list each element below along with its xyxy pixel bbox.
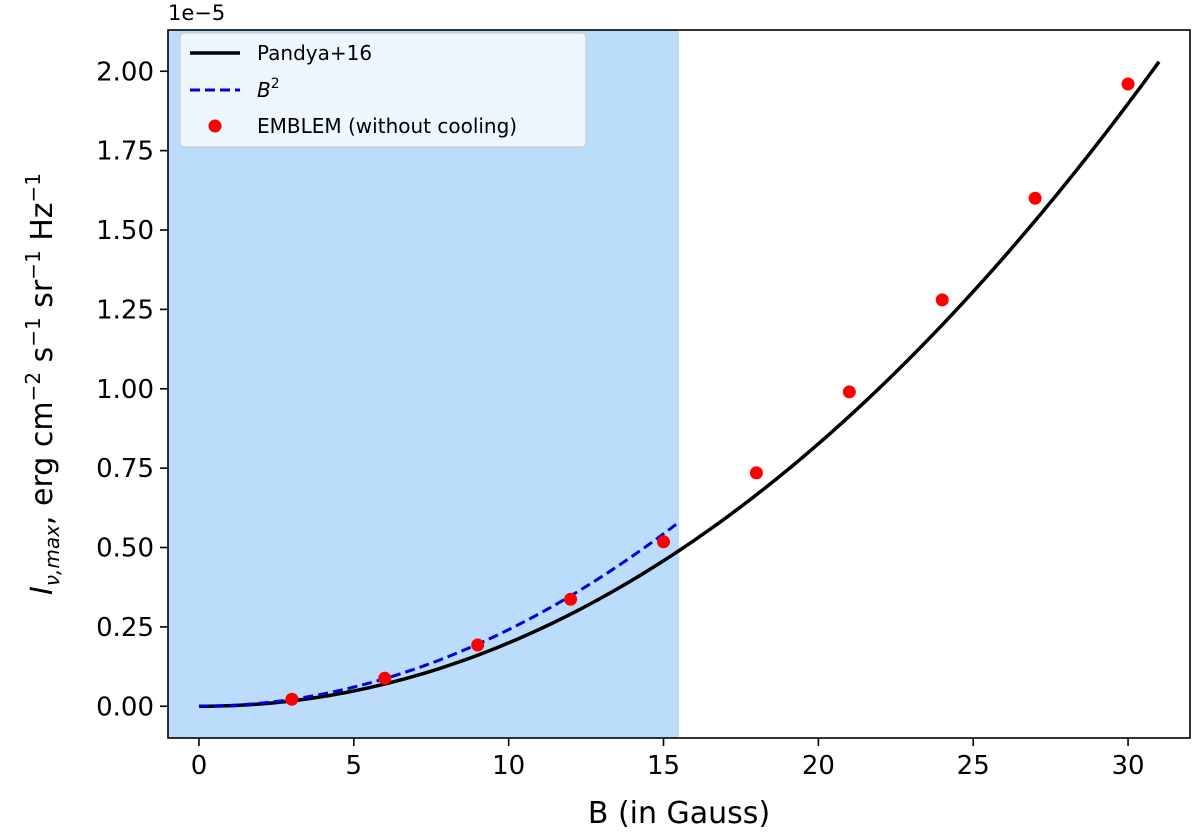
emblem-point	[935, 293, 949, 307]
legend-label-pandya16: Pandya+16	[257, 41, 372, 65]
y-axis-title-units-3: sr	[25, 279, 60, 317]
emblem-point	[842, 385, 856, 399]
plot-frame	[167, 29, 1191, 739]
y-axis-ticks: 0.00 0.25 0.50 0.75 1.00 1.25 1.50 1.75 2.00	[96, 57, 168, 722]
x-tick-label: 0	[191, 751, 208, 781]
emblem-point	[564, 592, 578, 606]
y-axis-title-subscript: ν,max	[40, 525, 64, 586]
emblem-point	[657, 535, 671, 549]
emblem-point	[285, 692, 299, 706]
legend-label-emblem: EMBLEM (without cooling)	[257, 114, 517, 138]
y-axis-title-units-2: s	[25, 347, 60, 372]
x-axis-ticks: 0 5 10 15 20 25 30	[191, 738, 1145, 781]
legend: Pandya+16 B2 EMBLEM (without cooling)	[179, 32, 587, 148]
y-tick-label: 1.25	[96, 295, 154, 325]
pandya16-line	[198, 60, 1161, 708]
series-pandya16	[198, 60, 1161, 708]
x-tick-label: 20	[802, 751, 835, 781]
y-axis-title: Iν,max, erg cm−2 s−1 sr−1 Hz−1	[21, 173, 64, 595]
y-axis-title-exp-3: −1	[21, 250, 45, 279]
x-tick-label: 10	[492, 751, 525, 781]
legend-box	[179, 32, 587, 148]
series-emblem	[285, 77, 1135, 706]
shaded-region	[168, 30, 679, 738]
y-tick-label: 1.75	[96, 137, 154, 167]
y-axis-title-units-4: Hz	[25, 202, 60, 250]
y-axis-title-exp-1: −2	[21, 372, 45, 401]
x-tick-label: 25	[957, 751, 990, 781]
y-axis-title-exp-4: −1	[21, 173, 45, 202]
emblem-point	[1028, 191, 1042, 205]
y-axis-title-exp-2: −1	[21, 317, 45, 346]
y-tick-label: 0.25	[96, 613, 154, 643]
y-tick-label: 1.00	[96, 375, 154, 405]
legend-label-b-squared: B2	[257, 76, 280, 102]
legend-swatch-emblem	[208, 119, 222, 133]
y-offset-label: 1e−5	[168, 1, 225, 25]
x-tick-label: 15	[647, 751, 680, 781]
y-tick-label: 0.50	[96, 534, 154, 564]
emblem-point	[749, 466, 763, 480]
y-tick-label: 0.75	[96, 454, 154, 484]
x-tick-label: 30	[1112, 751, 1145, 781]
y-axis-title-units-1: , erg cm	[25, 401, 60, 525]
x-axis-title: B (in Gauss)	[588, 796, 770, 831]
y-tick-label: 1.50	[96, 216, 154, 246]
emblem-point	[471, 638, 485, 652]
x-tick-label: 5	[346, 751, 363, 781]
series-b-squared	[198, 520, 680, 708]
b-squared-line	[198, 520, 680, 708]
y-tick-label: 2.00	[96, 57, 154, 87]
y-axis-title-symbol: I	[25, 586, 60, 595]
y-tick-label: 0.00	[96, 692, 154, 722]
emblem-point	[378, 671, 392, 685]
emblem-point	[1121, 77, 1135, 91]
